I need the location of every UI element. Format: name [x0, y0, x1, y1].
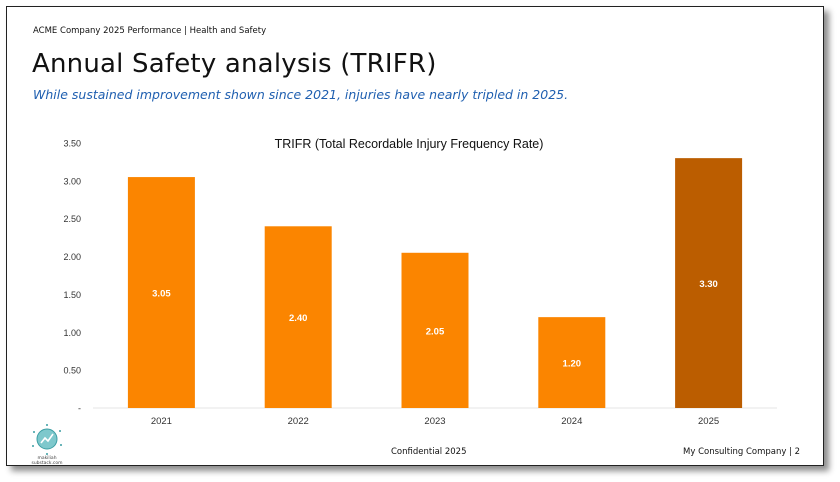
y-tick-label: 1.00	[63, 328, 81, 338]
bar	[264, 226, 332, 408]
y-tick-label: 3.50	[63, 139, 81, 149]
globe-chart-icon	[27, 419, 67, 467]
bar-data-label: 3.30	[699, 279, 718, 290]
page-subtitle: While sustained improvement shown since …	[33, 87, 569, 102]
y-tick-label: 3.00	[63, 176, 81, 186]
y-tick-label: 2.50	[63, 214, 81, 224]
bar	[675, 158, 743, 408]
bar-data-label: 1.20	[563, 359, 582, 370]
logo-text-line2: substack.com	[31, 461, 63, 466]
x-tick-label: 2024	[561, 416, 582, 427]
y-tick-label: 1.50	[63, 290, 81, 300]
y-tick-label: 2.00	[63, 252, 81, 262]
bar-data-label: 2.40	[289, 313, 308, 324]
breadcrumb: ACME Company 2025 Performance | Health a…	[33, 26, 267, 36]
bar	[401, 252, 469, 408]
slide: ACME Company 2025 Performance | Health a…	[6, 6, 824, 466]
bar-chart: TRIFR (Total Recordable Injury Frequency…	[63, 137, 777, 427]
x-tick-label: 2025	[698, 416, 719, 427]
logo-text: makiliah substack.com	[25, 456, 69, 466]
y-tick-label: 0.50	[63, 366, 81, 376]
y-tick-label: -	[78, 404, 81, 414]
footer-company: My Consulting Company | 2	[683, 447, 801, 457]
chart-title: TRIFR (Total Recordable Injury Frequency…	[275, 137, 544, 151]
bar	[538, 317, 606, 408]
footer-confidential: Confidential 2025	[391, 447, 467, 457]
bar-data-label: 2.05	[426, 326, 445, 337]
page-title: Annual Safety analysis (TRIFR)	[32, 49, 437, 79]
x-tick-label: 2022	[288, 416, 309, 427]
x-tick-label: 2021	[151, 416, 172, 427]
bar	[127, 177, 195, 408]
x-tick-label: 2023	[424, 416, 445, 427]
logo-text-line1: makiliah	[37, 456, 57, 461]
bar-data-label: 3.05	[152, 289, 171, 300]
